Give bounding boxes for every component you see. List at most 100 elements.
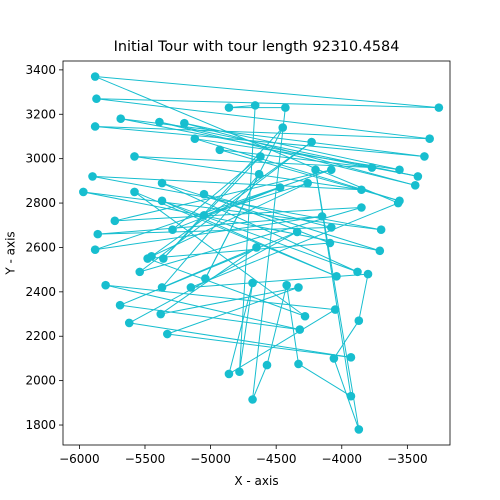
- city-point: [256, 152, 265, 161]
- x-tick-label: −3500: [387, 452, 428, 466]
- tour-edge: [161, 200, 358, 273]
- city-point: [90, 122, 100, 131]
- tour-edge: [94, 76, 399, 204]
- tour-layer: [83, 76, 439, 430]
- city-point: [224, 369, 234, 379]
- city-point: [346, 391, 356, 401]
- tour-edge: [203, 182, 308, 216]
- city-point: [157, 283, 167, 292]
- city-point: [159, 254, 168, 263]
- y-axis-ticks: 1800 2000 2200 2400 2600 2800 3000 3200 3400: [25, 63, 63, 432]
- city-point: [190, 134, 200, 143]
- city-point: [254, 169, 264, 179]
- tour-edge: [286, 285, 299, 365]
- x-tick-label: −4500: [256, 452, 297, 466]
- tour-edge: [159, 121, 418, 177]
- x-tick-label: −5000: [190, 452, 231, 466]
- y-tick-label: 3400: [25, 63, 56, 77]
- city-point: [157, 196, 167, 206]
- tour-edge: [94, 169, 332, 251]
- city-point: [168, 225, 177, 234]
- city-point: [357, 185, 366, 195]
- city-point: [156, 309, 166, 319]
- tour-edge: [358, 273, 369, 321]
- city-point: [88, 172, 97, 181]
- city-point: [294, 359, 303, 369]
- marker-layer: [79, 72, 444, 434]
- city-point: [252, 243, 261, 252]
- tour-edge: [119, 304, 300, 331]
- plot-frame: [62, 60, 451, 446]
- y-tick-label: 3000: [25, 152, 56, 166]
- city-point: [162, 329, 172, 339]
- city-point: [186, 283, 196, 292]
- city-point: [90, 245, 100, 254]
- city-point: [410, 181, 420, 190]
- city-point: [135, 267, 145, 277]
- tour-edge: [228, 282, 254, 375]
- tour-edge: [194, 138, 400, 171]
- tour-edge: [266, 285, 288, 366]
- city-point: [90, 72, 100, 81]
- city-point: [115, 300, 125, 310]
- tour-edge: [105, 284, 300, 331]
- city-point: [275, 183, 285, 192]
- city-point: [199, 189, 209, 199]
- tour-edge: [92, 175, 362, 191]
- y-tick-label: 3200: [25, 107, 56, 121]
- tour-edge: [298, 363, 352, 397]
- city-point: [420, 152, 429, 161]
- tour-edge: [167, 333, 352, 358]
- tour-edge: [161, 182, 380, 252]
- city-point: [332, 272, 341, 281]
- tour-edge: [333, 320, 360, 359]
- city-point: [346, 353, 356, 362]
- y-tick-label: 2800: [25, 196, 56, 210]
- city-point: [354, 425, 364, 434]
- x-tick-label: −6000: [59, 452, 100, 466]
- city-point: [201, 274, 210, 283]
- y-tick-label: 2400: [25, 285, 56, 299]
- city-point: [303, 178, 312, 188]
- x-tick-label: −4000: [321, 452, 362, 466]
- x-axis-label: X - axis: [234, 474, 278, 488]
- city-point: [353, 267, 362, 277]
- city-point: [157, 178, 167, 188]
- tour-edge: [203, 193, 331, 244]
- city-point: [79, 187, 88, 197]
- tour-edge: [172, 187, 281, 231]
- tour-edge: [97, 215, 323, 235]
- y-tick-label: 2600: [25, 240, 56, 254]
- city-point: [215, 145, 225, 155]
- city-point: [282, 280, 291, 290]
- city-point: [130, 187, 139, 197]
- city-point: [92, 94, 101, 104]
- tour-edge: [119, 231, 298, 306]
- city-point: [413, 172, 423, 181]
- city-point: [199, 210, 209, 220]
- city-point: [300, 311, 310, 321]
- city-point: [295, 325, 305, 334]
- tour-edge: [151, 141, 312, 257]
- y-tick-label: 2200: [25, 329, 56, 343]
- city-point: [180, 118, 189, 128]
- y-tick-label: 2000: [25, 374, 56, 388]
- city-point: [434, 103, 444, 112]
- tour-edge: [129, 322, 352, 358]
- tour-edge: [161, 173, 260, 288]
- tour-edge: [333, 358, 360, 430]
- tour-edge: [105, 284, 336, 311]
- chart-title: Initial Tour with tour length 92310.4584: [114, 39, 400, 55]
- city-point: [375, 246, 385, 256]
- city-point: [155, 117, 164, 127]
- city-point: [110, 216, 120, 226]
- city-point: [101, 280, 110, 290]
- city-point: [376, 225, 386, 234]
- tour-edge: [238, 105, 256, 372]
- city-point: [292, 227, 302, 237]
- tour-edge: [97, 226, 332, 235]
- city-point: [393, 198, 403, 208]
- city-point: [93, 229, 103, 239]
- city-point: [311, 165, 320, 175]
